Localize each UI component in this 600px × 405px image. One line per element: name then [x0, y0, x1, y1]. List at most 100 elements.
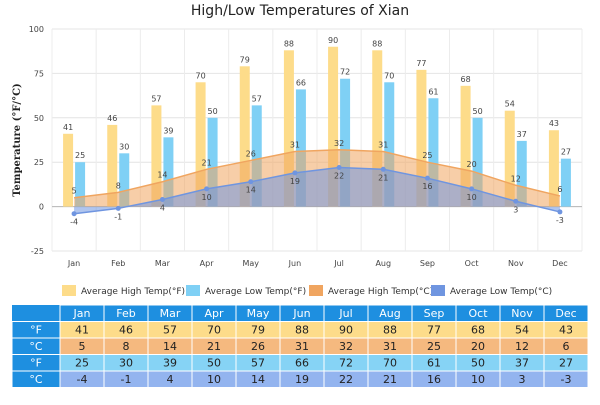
data-point [557, 209, 563, 215]
x-tick-label: Aug [375, 259, 391, 268]
table-cell-value: 57 [163, 324, 177, 337]
table-cell-value: 61 [427, 357, 441, 370]
area-data-label: 14 [246, 186, 256, 195]
legend-item[interactable]: Average High Temp(°F) [62, 285, 185, 297]
table-cell-value: 68 [471, 324, 485, 337]
area-data-label: 5 [72, 187, 77, 196]
y-tick-label: 75 [34, 69, 44, 78]
data-point [380, 166, 386, 172]
area-data-label: 4 [160, 203, 165, 212]
table-cell-value: 30 [119, 357, 133, 370]
area-data-label: 10 [201, 193, 211, 202]
bar-low-f [560, 158, 571, 207]
bar-data-label: 46 [107, 114, 117, 123]
table-cell-value: -4 [77, 373, 88, 386]
x-tick-label: May [242, 259, 259, 268]
table-header-label: Nov [511, 307, 533, 320]
y-tick-label: -25 [31, 247, 44, 256]
table-header-label: Jul [338, 307, 352, 320]
line-low-c [73, 166, 561, 215]
x-tick-label: Mar [155, 259, 171, 268]
table-header-label: Oct [468, 307, 488, 320]
table-cell-value: 5 [79, 340, 86, 353]
table-cell-value: 10 [207, 373, 221, 386]
table-header-label: Apr [204, 307, 224, 320]
bar-data-label: 41 [63, 123, 73, 132]
data-point [469, 186, 475, 192]
bar-low-f [251, 105, 262, 207]
y-axis-label: Temperature (°F/°C) [12, 83, 23, 197]
data-point [424, 175, 430, 181]
table-header-label: Sep [424, 307, 445, 320]
y-tick-label: 25 [34, 158, 44, 167]
x-tick-label: Nov [508, 259, 524, 268]
legend-item[interactable]: Average High Temp(°C) [309, 285, 433, 297]
bar-low-f [340, 78, 351, 207]
bar-data-label: 88 [372, 39, 382, 48]
table-cell-value: 12 [515, 340, 529, 353]
table-cell-value: 41 [75, 324, 89, 337]
area-data-label: 12 [511, 174, 521, 183]
bar-data-label: 54 [505, 100, 515, 109]
bar-high-f [548, 130, 559, 207]
data-point [248, 179, 254, 185]
y-tick-label: 0 [39, 203, 44, 212]
table-row-label: °F [30, 357, 42, 370]
area-data-label: 31 [290, 141, 300, 150]
table-cell-value: 66 [295, 357, 309, 370]
table-cell-value: 70 [207, 324, 221, 337]
bar-data-label: 50 [472, 107, 482, 116]
table-header-label: Mar [160, 307, 181, 320]
bar-high-f [63, 133, 74, 207]
bar-high-f [416, 69, 427, 207]
table-cell-value: 16 [427, 373, 441, 386]
bar-low-f [295, 89, 306, 207]
legend-swatch [309, 285, 323, 296]
area-data-label: 10 [466, 193, 476, 202]
legend-swatch [62, 285, 76, 296]
x-tick-label: Apr [200, 259, 215, 268]
table-cell-value: 32 [339, 340, 353, 353]
data-point [336, 165, 342, 171]
table-row-label: °C [29, 373, 43, 386]
table-header-label: Dec [555, 307, 576, 320]
legend-item[interactable]: Average Low Temp(°C) [431, 285, 552, 297]
table-cell-value: 72 [339, 357, 353, 370]
legend-swatch [186, 285, 200, 296]
bar-high-f [504, 110, 515, 207]
table-cell-value: -1 [121, 373, 132, 386]
bar-data-label: 30 [119, 142, 129, 151]
area-data-label: 22 [334, 172, 344, 181]
bar-data-label: 27 [561, 148, 571, 157]
area-data-label: -3 [556, 216, 564, 225]
table-cell-value: 88 [383, 324, 397, 337]
table-header-label: Feb [116, 307, 135, 320]
bar-low-f [516, 140, 527, 207]
y-tick-label: 50 [34, 114, 44, 123]
table-cell-value: 70 [383, 357, 397, 370]
bar-high-f [195, 82, 206, 207]
x-tick-label: Jun [288, 259, 302, 268]
legend-label: Average Low Temp(°C) [450, 287, 552, 297]
bar-high-f [151, 105, 162, 207]
bar-low-f [428, 98, 439, 207]
table-cell-value: 46 [119, 324, 133, 337]
table-cell-value: 25 [75, 357, 89, 370]
bar-high-f [239, 66, 250, 207]
data-point [204, 186, 210, 192]
legend-item[interactable]: Average Low Temp(°F) [186, 285, 306, 297]
x-tick-label: Jul [333, 259, 344, 268]
data-point [513, 198, 519, 204]
bar-data-label: 43 [549, 119, 559, 128]
table-corner [12, 305, 60, 322]
legend-swatch [431, 285, 445, 296]
table-header-label: May [247, 307, 270, 320]
area-low-c [74, 167, 560, 214]
area-data-label: 14 [157, 171, 167, 180]
table-cell-value: 57 [251, 357, 265, 370]
bar-data-label: 68 [460, 75, 470, 84]
table-cell-value: 88 [295, 324, 309, 337]
chart-title: High/Low Temperatures of Xian [191, 3, 409, 19]
